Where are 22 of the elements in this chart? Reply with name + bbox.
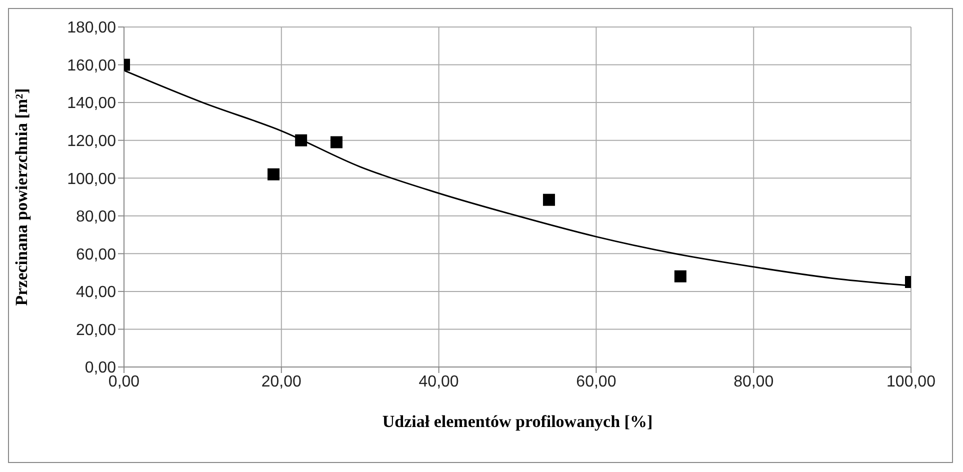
- x-axis-title: Udział elementów profilowanych [%]: [382, 412, 653, 431]
- x-tick-label: 0,00: [108, 373, 140, 390]
- x-tick-label: 100,00: [886, 373, 936, 390]
- y-tick-label: 40,00: [76, 284, 116, 302]
- y-tick-label: 120,00: [67, 133, 116, 150]
- y-tick-label: 140,00: [67, 95, 116, 112]
- point: [674, 270, 686, 282]
- y-tick-label: 60,00: [76, 246, 116, 264]
- x-tick-label: 60,00: [576, 373, 616, 390]
- y-tick-label: 160,00: [67, 57, 116, 74]
- point: [268, 168, 280, 180]
- y-tick-label: 100,00: [67, 170, 116, 188]
- point: [330, 136, 342, 148]
- x-tick-label: 80,00: [734, 373, 774, 390]
- point: [295, 134, 308, 146]
- x-tick-label: 40,00: [418, 373, 459, 390]
- point: [542, 194, 555, 206]
- y-tick-label: 20,00: [76, 322, 116, 339]
- y-tick-label: 180,00: [67, 20, 116, 37]
- y-axis-title: Przecinana powierzchnia [m²]: [12, 88, 32, 306]
- y-tick-label: 80,00: [76, 208, 116, 226]
- x-tick-label: 20,00: [261, 373, 302, 390]
